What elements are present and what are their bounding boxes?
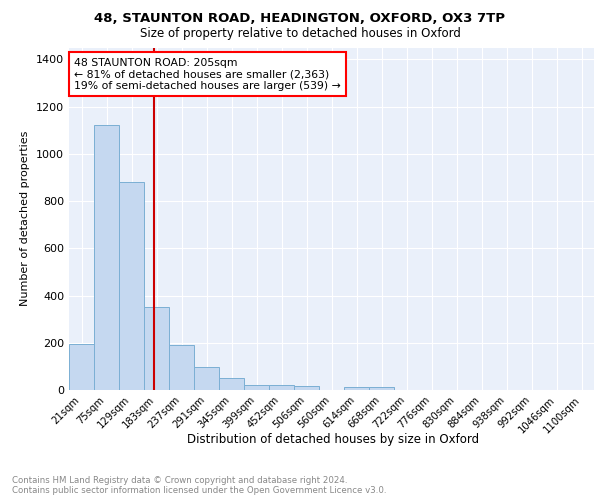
Bar — [94, 126, 119, 390]
Bar — [69, 344, 94, 390]
Text: 48 STAUNTON ROAD: 205sqm
← 81% of detached houses are smaller (2,363)
19% of sem: 48 STAUNTON ROAD: 205sqm ← 81% of detach… — [74, 58, 341, 91]
Text: Contains HM Land Registry data © Crown copyright and database right 2024.
Contai: Contains HM Land Registry data © Crown c… — [12, 476, 386, 495]
Bar — [294, 386, 319, 390]
Bar — [194, 368, 219, 390]
Bar — [369, 387, 394, 390]
Text: Size of property relative to detached houses in Oxford: Size of property relative to detached ho… — [140, 28, 460, 40]
Text: 48, STAUNTON ROAD, HEADINGTON, OXFORD, OX3 7TP: 48, STAUNTON ROAD, HEADINGTON, OXFORD, O… — [95, 12, 505, 26]
Bar — [169, 344, 194, 390]
Bar — [244, 385, 269, 390]
Bar — [219, 378, 244, 390]
Bar — [344, 387, 369, 390]
Y-axis label: Number of detached properties: Number of detached properties — [20, 131, 31, 306]
Bar — [269, 386, 294, 390]
Text: Distribution of detached houses by size in Oxford: Distribution of detached houses by size … — [187, 432, 479, 446]
Bar — [144, 308, 169, 390]
Bar — [119, 182, 144, 390]
